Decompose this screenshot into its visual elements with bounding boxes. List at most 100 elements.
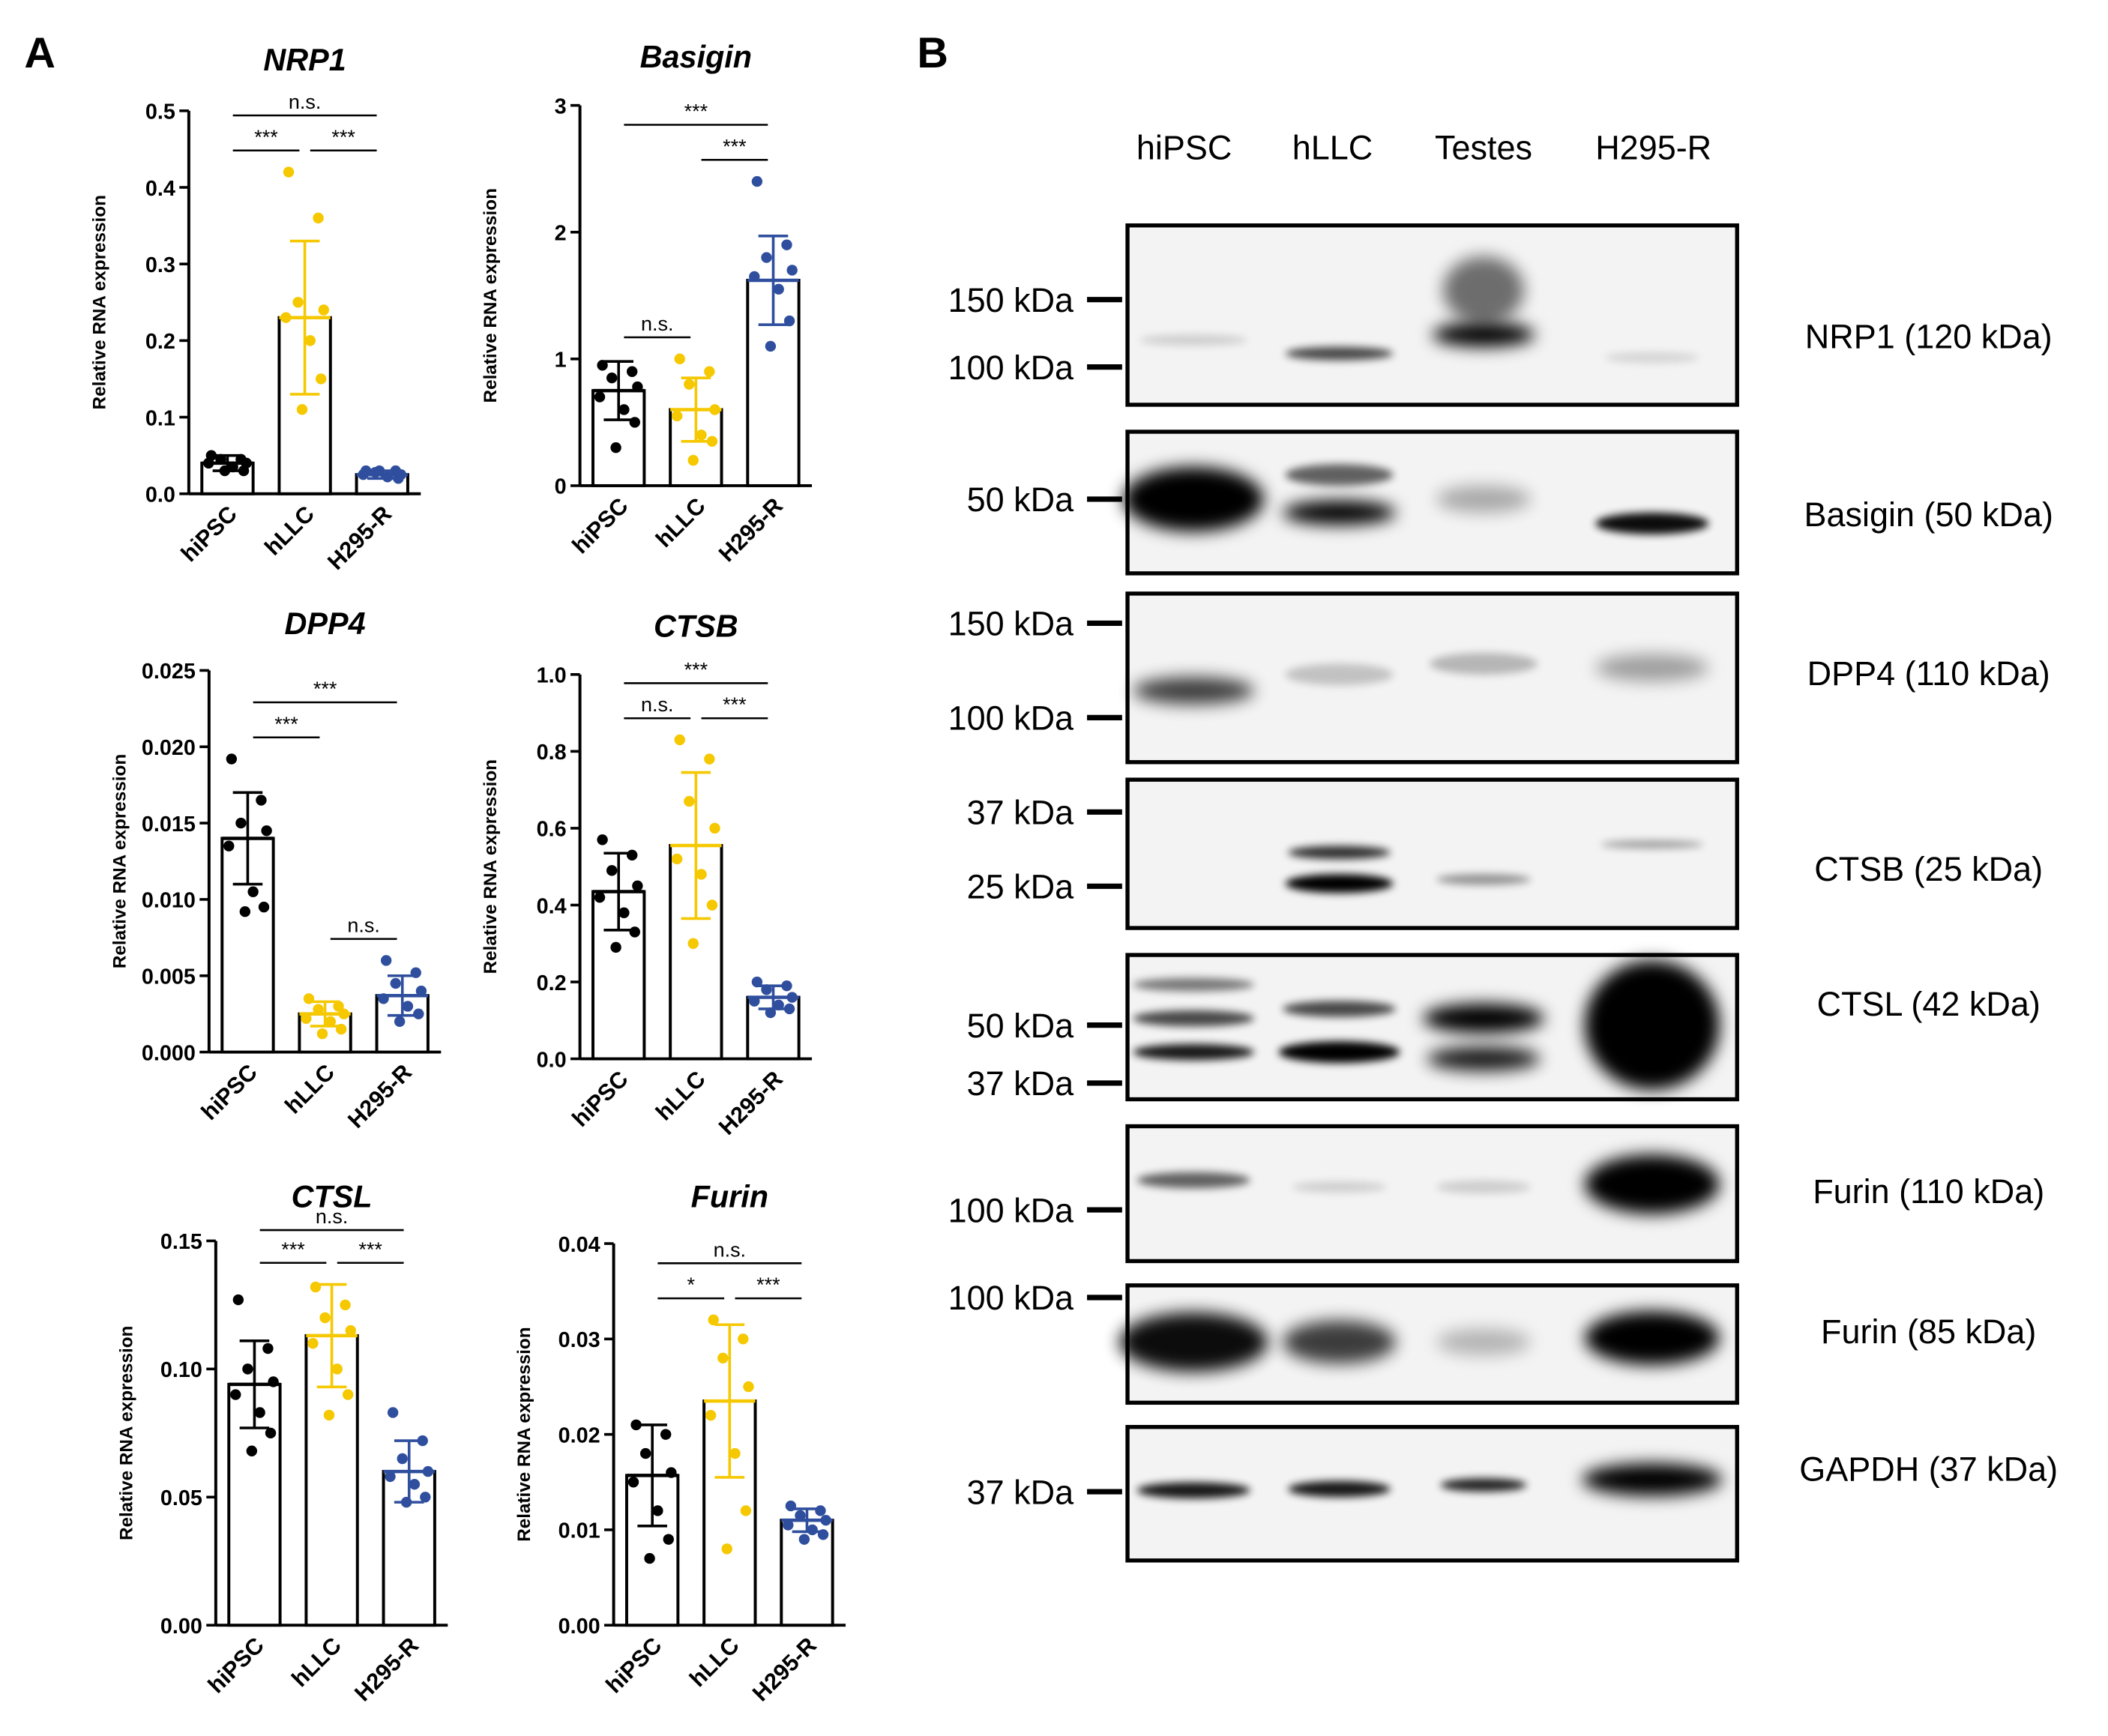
data-point [652,1505,663,1516]
data-point [313,212,324,224]
x-tick-label: hiPSC [601,1633,667,1699]
data-point [223,840,235,852]
y-tick-label: 0.4 [145,177,175,201]
data-point [781,239,792,250]
marker-label: 150 kDa [948,281,1074,319]
blot-band [1292,1181,1387,1193]
data-point [610,442,621,453]
data-point [706,899,718,911]
data-point [232,1294,244,1306]
data-point [385,1471,396,1483]
data-point [296,404,308,415]
significance-label: *** [254,126,278,148]
data-point [684,795,695,807]
blot-band [1604,352,1699,364]
y-tick-label: 0.15 [160,1230,202,1254]
data-point [235,817,247,829]
data-point [729,1447,741,1459]
blot-frame [1125,953,1739,1102]
blot-strip [1123,431,1738,573]
data-point [283,166,295,178]
x-tick-label: H295-R [323,501,397,575]
data-point [316,1028,328,1040]
blot-band [1436,485,1531,513]
blot-frame [1125,1283,1739,1405]
data-point [644,1552,655,1564]
data-point [256,795,267,806]
data-point [318,304,329,316]
lane-label: hLLC [1292,129,1373,167]
data-point [807,1524,818,1536]
marker-label: 100 kDa [948,1191,1074,1229]
data-point [660,1429,672,1440]
y-tick-label: 0.4 [537,894,567,918]
data-point [773,999,784,1010]
data-point [303,993,315,1004]
x-tick-label: hiPSC [196,1059,262,1125]
y-tick-label: 2 [555,222,567,246]
y-tick-label: 1.0 [537,664,567,688]
data-point [378,993,389,1004]
blot-band [1430,653,1538,675]
data-point [781,980,792,992]
data-point [319,1312,331,1324]
y-tick-label: 0.025 [142,660,196,684]
data-point [740,1505,752,1516]
data-point [751,976,763,988]
y-tick-label: 0.5 [145,100,175,124]
data-point [618,404,630,415]
data-point [254,1407,265,1418]
data-point [687,938,699,949]
y-tick-label: 0.03 [558,1328,600,1352]
data-point [203,457,214,469]
data-point [721,1543,732,1555]
data-point [382,471,394,483]
blot-background [1127,780,1738,929]
data-point [783,1519,794,1531]
blot-band [1285,346,1394,361]
data-point [785,1500,797,1512]
y-tick-label: 1 [555,349,567,373]
data-point [817,1529,829,1540]
marker-label: 150 kDa [948,605,1074,643]
significance-label: *** [358,1238,382,1261]
blot-strip [1127,593,1738,762]
data-point [333,1001,344,1012]
data-point [696,869,707,880]
data-point [626,849,638,861]
data-point [261,825,272,837]
data-point [315,373,327,385]
data-point [238,465,250,477]
blot-strip [1127,780,1738,929]
significance-label: *** [281,1238,305,1261]
blot-band [1285,874,1394,893]
blot-frame [1125,223,1739,407]
data-point [674,734,685,746]
y-tick-label: 0.0 [145,483,175,507]
marker-label: 50 kDa [967,480,1074,519]
x-tick-label: hLLC [287,1633,346,1692]
blot-label: DPP4 (110 kDa) [1807,654,2050,693]
y-tick-label: 0.1 [145,406,175,430]
y-tick-label: 0.3 [145,253,175,277]
significance-label: *** [723,693,747,716]
data-point [394,1016,406,1028]
blot-band [1427,1046,1541,1071]
blot-band [1278,1041,1400,1063]
y-tick-label: 0.2 [537,971,567,995]
y-tick-label: 0.00 [558,1615,600,1639]
data-point [704,753,715,765]
blot-band [1133,1010,1255,1027]
y-tick-label: 0.10 [160,1358,202,1382]
lane-label: H295-R [1595,129,1711,167]
data-point [606,373,618,384]
data-point [258,901,270,913]
data-point [227,461,238,473]
data-point [400,1496,412,1508]
data-point [338,1008,349,1019]
x-tick-label: H295-R [747,1633,822,1707]
data-point [663,1534,674,1545]
x-tick-label: hLLC [260,501,319,560]
data-point [393,473,404,484]
